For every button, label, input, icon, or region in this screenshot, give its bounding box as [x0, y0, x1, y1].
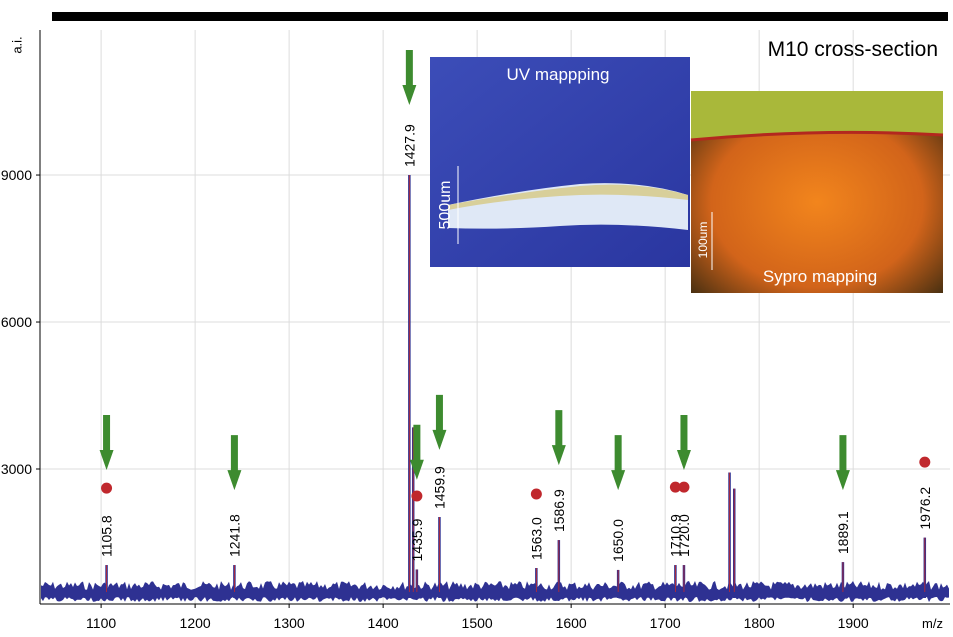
peak-label: 1459.9	[431, 466, 447, 509]
inset-sypro: 100um Sypro mapping	[690, 91, 944, 293]
inset-title: Sypro mapping	[763, 267, 877, 286]
dot	[411, 490, 423, 502]
x-axis-label: m/z	[922, 616, 943, 631]
dot	[678, 481, 690, 493]
sample-line	[690, 130, 944, 142]
x-tick-label: 1100	[86, 615, 116, 631]
x-tick-label: 1800	[744, 615, 775, 631]
sample-top	[448, 184, 688, 210]
x-tick-label: 1500	[462, 615, 493, 631]
arrow	[409, 424, 424, 480]
peak-label: 1720.0	[676, 514, 692, 557]
peak-label: 1650.0	[610, 519, 626, 562]
peak-label: 1710.9	[667, 514, 683, 557]
arrow	[227, 435, 242, 491]
baseline-noise	[41, 581, 949, 602]
inset-uv: 500um UV mappping	[430, 57, 690, 267]
inset-image	[430, 57, 690, 267]
arrow	[611, 435, 626, 491]
arrow	[402, 49, 417, 105]
arrow	[835, 435, 850, 491]
peak-label: 1105.8	[99, 515, 115, 557]
inset-title: UV mappping	[506, 65, 609, 84]
x-tick-label: 1900	[838, 615, 869, 631]
peak-label: 1976.2	[917, 487, 933, 530]
scale-label: 100um	[696, 222, 710, 259]
dot	[101, 482, 113, 494]
peak-label: 1889.1	[835, 511, 851, 554]
arrow	[432, 394, 447, 450]
y-tick-label: 9000	[1, 167, 32, 183]
peak-label: 1586.9	[551, 489, 567, 532]
chart-title: M10 cross-section	[768, 38, 938, 61]
dot	[530, 488, 542, 500]
dot	[919, 456, 931, 468]
x-tick-label: 1700	[650, 615, 681, 631]
x-tick-label: 1400	[368, 615, 399, 631]
peak-label: 1435.9	[409, 518, 425, 561]
y-tick-label: 3000	[1, 461, 32, 477]
x-tick-label: 1300	[274, 615, 305, 631]
top-bar	[52, 12, 948, 21]
arrow	[551, 410, 566, 466]
sample-top	[691, 91, 943, 140]
peak-label: 1563.0	[528, 517, 544, 560]
peak-label: 1241.8	[226, 514, 242, 557]
peak-label: 1427.9	[401, 124, 417, 167]
x-tick-label: 1200	[180, 615, 211, 631]
dot	[669, 481, 681, 493]
scale-label: 500um	[437, 181, 454, 230]
arrow	[99, 414, 114, 470]
y-axis-label: a.i.	[9, 36, 24, 53]
y-tick-label: 6000	[1, 314, 32, 330]
x-tick-label: 1600	[556, 615, 587, 631]
arrow	[676, 414, 691, 470]
